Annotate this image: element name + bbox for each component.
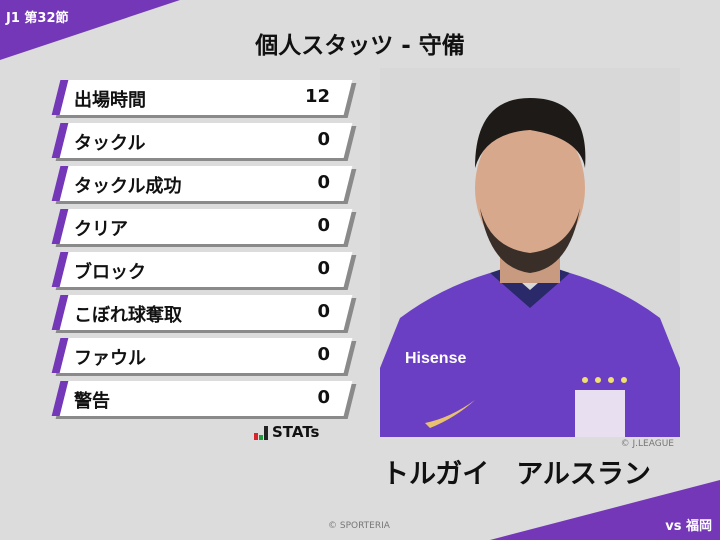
stat-value: 0 (317, 344, 330, 365)
stat-row: ファウル 0 (51, 338, 357, 376)
stat-label: タックル成功 (74, 176, 182, 197)
stat-value: 0 (317, 258, 330, 279)
stats-logo: STATs (254, 425, 319, 440)
stat-row: タックル 0 (51, 123, 357, 161)
stat-value: 0 (317, 215, 330, 236)
stat-row: タックル成功 0 (51, 166, 357, 204)
stat-value: 0 (317, 172, 330, 193)
stat-row: 警告 0 (51, 381, 357, 419)
round-label: J1 第32節 (6, 11, 69, 26)
stat-label: こぼれ球奪取 (74, 305, 182, 326)
stat-row: クリア 0 (51, 209, 357, 247)
stat-label: タックル (74, 133, 146, 154)
stat-row: ブロック 0 (51, 252, 357, 290)
player-photo: Hisense (380, 68, 680, 437)
opponent-label: vs 福岡 (665, 519, 712, 534)
stat-value: 0 (317, 301, 330, 322)
round-banner (0, 0, 180, 60)
page-title: 個人スタッツ - 守備 (255, 33, 465, 59)
photo-credit: © J.LEAGUE (620, 439, 674, 449)
stat-label: クリア (74, 219, 128, 240)
svg-text:Hisense: Hisense (405, 350, 466, 367)
stat-row: こぼれ球奪取 0 (51, 295, 357, 333)
stat-row: 出場時間 12 (51, 80, 357, 118)
opponent-banner (490, 480, 720, 540)
stat-value: 0 (317, 387, 330, 408)
stat-label: 出場時間 (74, 90, 146, 111)
stat-label: 警告 (74, 391, 110, 412)
copyright: © SPORTERIA (328, 521, 390, 531)
stat-value: 12 (304, 86, 330, 107)
stat-label: ファウル (74, 348, 146, 369)
stat-value: 0 (317, 129, 330, 150)
stat-label: ブロック (74, 262, 146, 283)
bar-chart-icon (254, 426, 268, 440)
